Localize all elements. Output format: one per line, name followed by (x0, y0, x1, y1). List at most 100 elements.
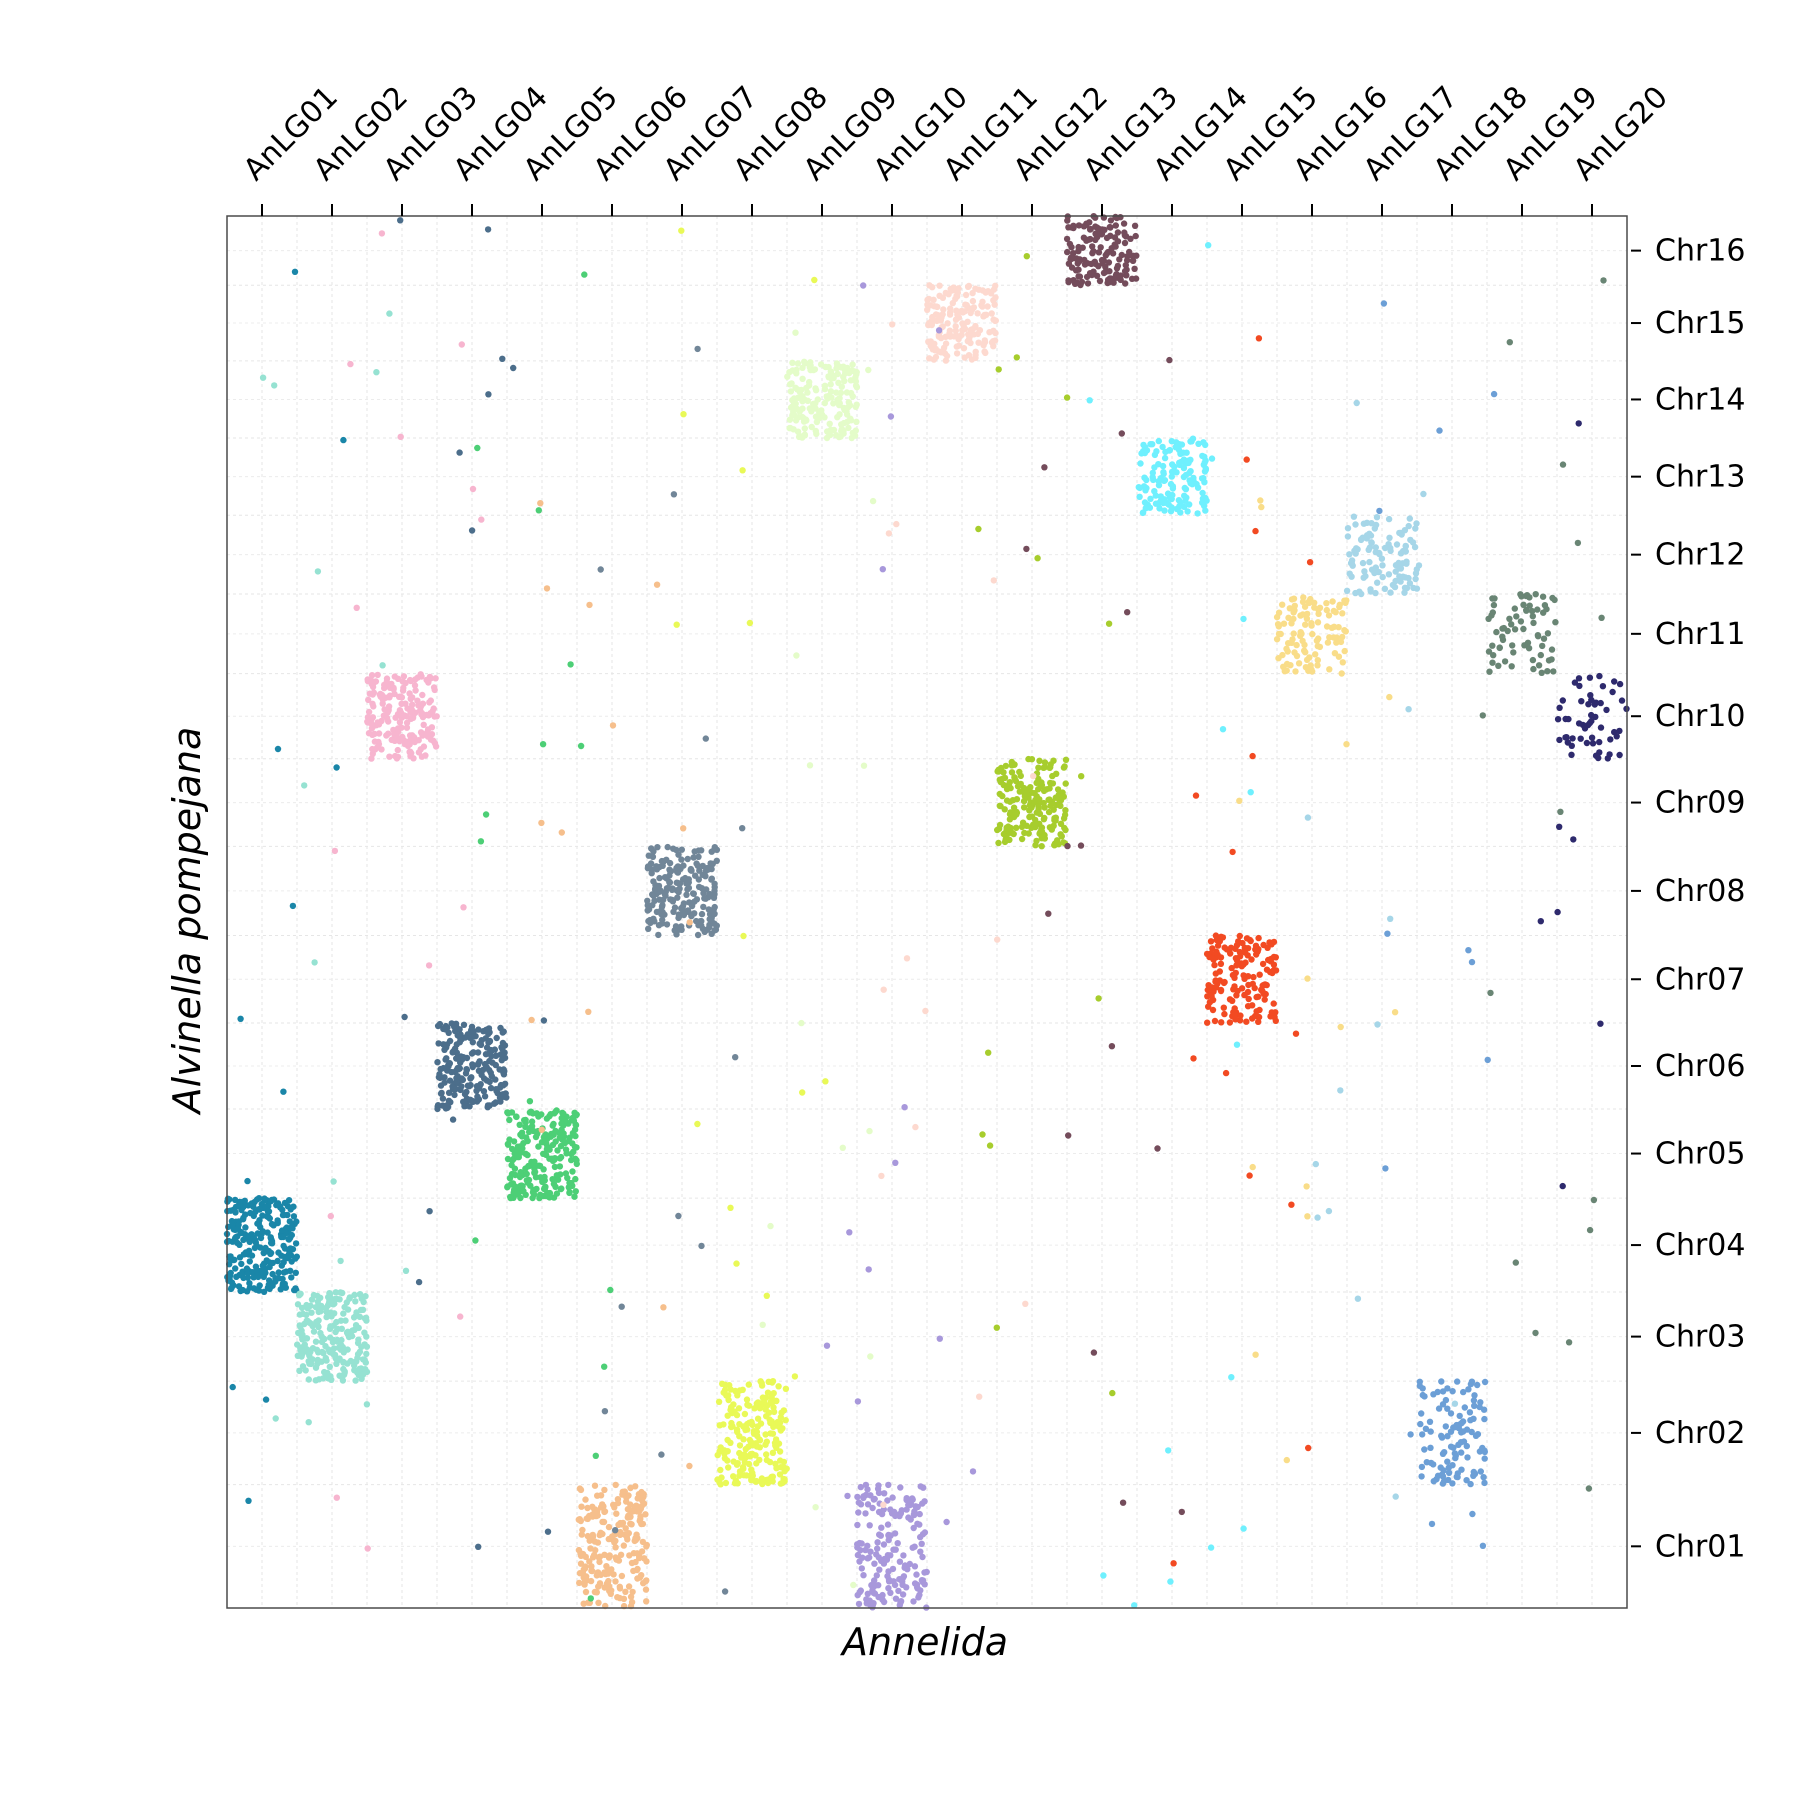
block-point (748, 1450, 756, 1458)
block-point (579, 1569, 586, 1576)
block-point (430, 684, 438, 691)
block-point (733, 1426, 741, 1433)
block-point (312, 1304, 320, 1311)
block-point (293, 1218, 300, 1225)
block-point (620, 1542, 627, 1549)
block-point (370, 680, 377, 687)
block-point (1092, 236, 1099, 244)
block-point (1291, 649, 1298, 656)
block-point (1396, 573, 1403, 580)
block-point (739, 1386, 746, 1394)
block-point (614, 1499, 622, 1507)
block-point (1102, 252, 1110, 259)
block-point (858, 1540, 865, 1547)
block-point (613, 1510, 620, 1517)
block-point (900, 1552, 907, 1559)
block-point (1160, 499, 1167, 507)
block-point (267, 1234, 274, 1241)
block-point (431, 713, 438, 720)
block-point (1419, 1391, 1427, 1399)
block-point (1064, 248, 1071, 256)
block-point (227, 1285, 235, 1293)
block-point (1354, 546, 1361, 553)
block-point (953, 350, 961, 357)
block-point (1097, 244, 1104, 251)
block-point (938, 314, 945, 321)
block-point (776, 1448, 784, 1455)
block-point (1466, 1409, 1474, 1416)
block-point (647, 860, 655, 867)
block-point (412, 676, 419, 683)
block-point (369, 745, 376, 753)
block-point (1401, 589, 1408, 596)
block-point (1010, 804, 1018, 811)
block-point (1035, 803, 1042, 810)
block-point (1087, 225, 1094, 233)
scatter-point (537, 500, 544, 507)
block-point (1438, 1378, 1445, 1385)
block-point (947, 309, 954, 316)
block-point (264, 1229, 271, 1236)
block-point (596, 1580, 604, 1587)
scatter-point (401, 1013, 408, 1021)
block-point (451, 1091, 458, 1099)
block-point (757, 1420, 765, 1427)
block-point (523, 1177, 530, 1184)
block-point (550, 1120, 557, 1128)
block-point (517, 1131, 524, 1138)
block-point (1511, 605, 1519, 612)
block-point (1031, 799, 1038, 806)
block-point (1499, 633, 1506, 640)
block-point (1040, 816, 1048, 823)
block-point (864, 1486, 871, 1493)
block-point (1136, 493, 1143, 500)
scatter-point (1382, 1165, 1389, 1172)
block-point (762, 1406, 769, 1413)
block-point (1348, 560, 1356, 567)
block-point (230, 1206, 237, 1214)
block-point (378, 746, 385, 753)
scatter-point (1419, 1385, 1426, 1392)
block-point (496, 1066, 503, 1073)
block-point (974, 330, 982, 338)
block-point (1171, 463, 1178, 470)
block-point (969, 297, 977, 305)
block-point (916, 1510, 923, 1518)
block-point (1089, 243, 1096, 250)
block-point (628, 1599, 636, 1606)
block-point (1540, 635, 1548, 642)
scatter-point (386, 310, 393, 317)
block-point (1426, 1418, 1434, 1426)
block-point (638, 1520, 645, 1528)
block-point (302, 1367, 309, 1374)
block-point (1302, 649, 1309, 656)
block-point (551, 1163, 559, 1171)
scatter-point (567, 661, 574, 668)
block-point (1554, 716, 1562, 723)
block-point (782, 1417, 789, 1424)
block-point (1241, 975, 1248, 982)
block-point (1393, 541, 1401, 548)
block-point (1581, 725, 1589, 732)
block-point (299, 1350, 306, 1357)
block-point (855, 1600, 863, 1608)
block-point (263, 1213, 270, 1220)
block-point (1490, 652, 1497, 659)
block-point (1461, 1404, 1469, 1411)
block-point (296, 1322, 303, 1329)
block-point (828, 375, 835, 382)
block-point (618, 1572, 626, 1580)
block-point (345, 1333, 353, 1341)
scatter-point (291, 268, 299, 275)
block-point (699, 862, 706, 870)
block-point (1068, 264, 1076, 271)
block-point (884, 1497, 891, 1504)
block-point (531, 1165, 538, 1173)
block-point (1290, 630, 1297, 637)
block-point (885, 1536, 892, 1544)
block-point (1008, 762, 1015, 769)
block-point (1253, 1008, 1260, 1015)
block-point (247, 1209, 254, 1217)
block-point (438, 1089, 445, 1097)
block-point (616, 1531, 624, 1539)
